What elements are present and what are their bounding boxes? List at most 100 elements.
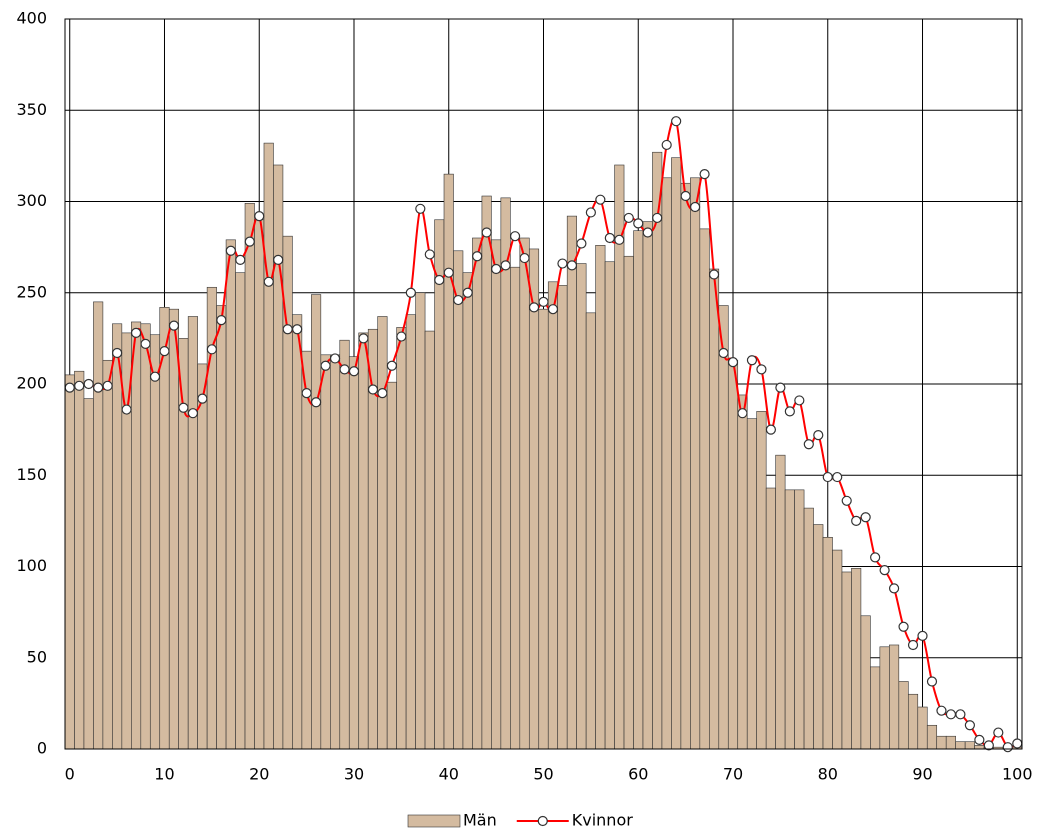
bar <box>528 248 540 750</box>
x-tick-label: 30 <box>344 765 364 784</box>
marker <box>453 294 464 306</box>
marker <box>765 424 777 435</box>
bar <box>178 338 189 750</box>
bar <box>159 307 170 750</box>
bar <box>576 263 587 750</box>
bar <box>737 394 748 750</box>
marker <box>187 408 199 419</box>
marker <box>254 211 265 222</box>
bar <box>510 266 521 750</box>
marker <box>481 227 492 238</box>
marker <box>301 388 312 399</box>
marker <box>149 371 161 382</box>
bar <box>216 305 227 750</box>
bar <box>889 644 900 750</box>
bar <box>595 245 606 750</box>
bar <box>491 239 502 750</box>
marker <box>1002 742 1013 753</box>
marker <box>244 236 255 247</box>
marker <box>528 302 540 313</box>
x-tick-label: 70 <box>723 765 743 784</box>
bar <box>348 356 360 750</box>
marker <box>784 406 795 417</box>
marker <box>547 304 559 315</box>
bar <box>699 228 710 750</box>
marker <box>870 552 881 563</box>
bar <box>566 215 577 750</box>
marker <box>509 231 521 242</box>
legend-marker <box>537 815 548 827</box>
legend-label: Män <box>463 811 497 830</box>
marker <box>348 366 360 377</box>
y-tick-label: 300 <box>16 191 47 210</box>
bar <box>453 250 464 750</box>
marker <box>310 397 322 408</box>
marker <box>803 439 814 450</box>
bar <box>945 735 956 750</box>
marker <box>367 384 379 395</box>
bar <box>718 305 729 750</box>
bar <box>377 316 388 750</box>
bar <box>405 314 416 750</box>
marker <box>813 430 824 441</box>
bar <box>292 314 303 750</box>
marker <box>491 263 502 275</box>
marker <box>377 388 388 399</box>
bar <box>680 182 691 750</box>
bar <box>822 536 833 750</box>
bar <box>936 735 947 750</box>
marker <box>841 495 852 506</box>
bar <box>851 568 862 750</box>
marker <box>888 583 900 594</box>
bar <box>168 308 180 750</box>
bar <box>263 142 274 750</box>
marker <box>434 274 445 286</box>
bar <box>83 398 94 750</box>
marker <box>102 380 113 391</box>
bar <box>330 354 341 750</box>
bar <box>396 327 407 750</box>
x-tick-label: 90 <box>912 765 932 784</box>
bar <box>860 615 871 750</box>
marker <box>832 471 843 483</box>
marker <box>206 344 217 355</box>
bar <box>614 164 625 750</box>
x-tick-label: 10 <box>154 765 174 784</box>
bar <box>633 230 644 750</box>
bar <box>907 693 919 750</box>
bar <box>64 374 75 750</box>
bar <box>197 363 208 750</box>
bar <box>93 301 104 750</box>
x-tick-label: 80 <box>818 765 838 784</box>
bar <box>604 261 615 750</box>
bar <box>803 507 814 750</box>
marker <box>907 639 919 651</box>
x-tick-label: 0 <box>65 765 75 784</box>
marker <box>690 201 701 213</box>
marker <box>642 227 653 238</box>
marker <box>462 287 473 298</box>
marker <box>974 734 985 745</box>
marker <box>708 269 720 280</box>
legend-swatch <box>407 814 461 828</box>
marker <box>671 116 682 127</box>
marker <box>822 471 833 483</box>
marker <box>727 357 739 368</box>
bar <box>841 571 852 750</box>
bar <box>794 489 805 750</box>
bar <box>386 381 397 750</box>
bar <box>870 666 881 750</box>
marker <box>130 327 142 338</box>
bar <box>301 350 312 750</box>
legend-label: Kvinnor <box>572 811 633 830</box>
marker <box>83 378 94 390</box>
x-tick-label: 50 <box>533 765 553 784</box>
marker <box>329 353 341 364</box>
bar <box>642 221 653 750</box>
marker <box>472 251 483 262</box>
marker <box>699 169 710 180</box>
marker <box>386 360 397 371</box>
bar <box>434 219 445 750</box>
bar <box>623 255 634 750</box>
